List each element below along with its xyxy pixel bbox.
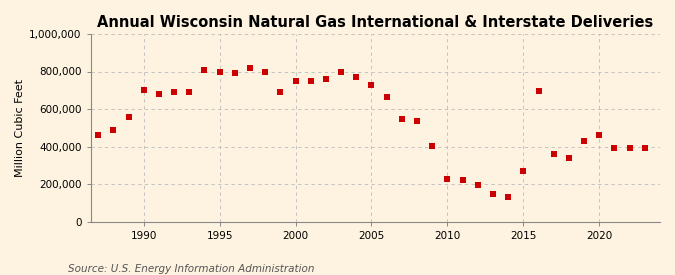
Point: [427, 144, 437, 148]
Point: [153, 92, 164, 96]
Point: [624, 146, 635, 151]
Point: [472, 183, 483, 187]
Point: [92, 133, 103, 138]
Point: [335, 69, 346, 74]
Point: [169, 90, 180, 94]
Point: [275, 90, 286, 94]
Point: [138, 88, 149, 92]
Point: [457, 178, 468, 183]
Point: [609, 146, 620, 151]
Text: Source: U.S. Energy Information Administration: Source: U.S. Energy Information Administ…: [68, 264, 314, 274]
Point: [260, 69, 271, 74]
Point: [594, 133, 605, 138]
Point: [503, 195, 514, 199]
Point: [639, 146, 650, 151]
Point: [123, 114, 134, 119]
Point: [548, 152, 559, 156]
Point: [321, 77, 331, 81]
Point: [244, 65, 255, 70]
Point: [305, 79, 316, 83]
Point: [366, 82, 377, 87]
Point: [199, 67, 210, 72]
Point: [214, 69, 225, 74]
Point: [533, 89, 544, 94]
Point: [230, 71, 240, 76]
Y-axis label: Million Cubic Feet: Million Cubic Feet: [15, 79, 25, 177]
Point: [108, 128, 119, 132]
Point: [518, 169, 529, 173]
Point: [396, 117, 407, 122]
Point: [487, 191, 498, 196]
Point: [442, 177, 453, 182]
Point: [381, 95, 392, 99]
Point: [564, 156, 574, 160]
Point: [351, 75, 362, 79]
Title: Annual Wisconsin Natural Gas International & Interstate Deliveries: Annual Wisconsin Natural Gas Internation…: [97, 15, 653, 30]
Point: [184, 90, 194, 94]
Point: [578, 139, 589, 143]
Point: [412, 119, 423, 123]
Point: [290, 79, 301, 83]
